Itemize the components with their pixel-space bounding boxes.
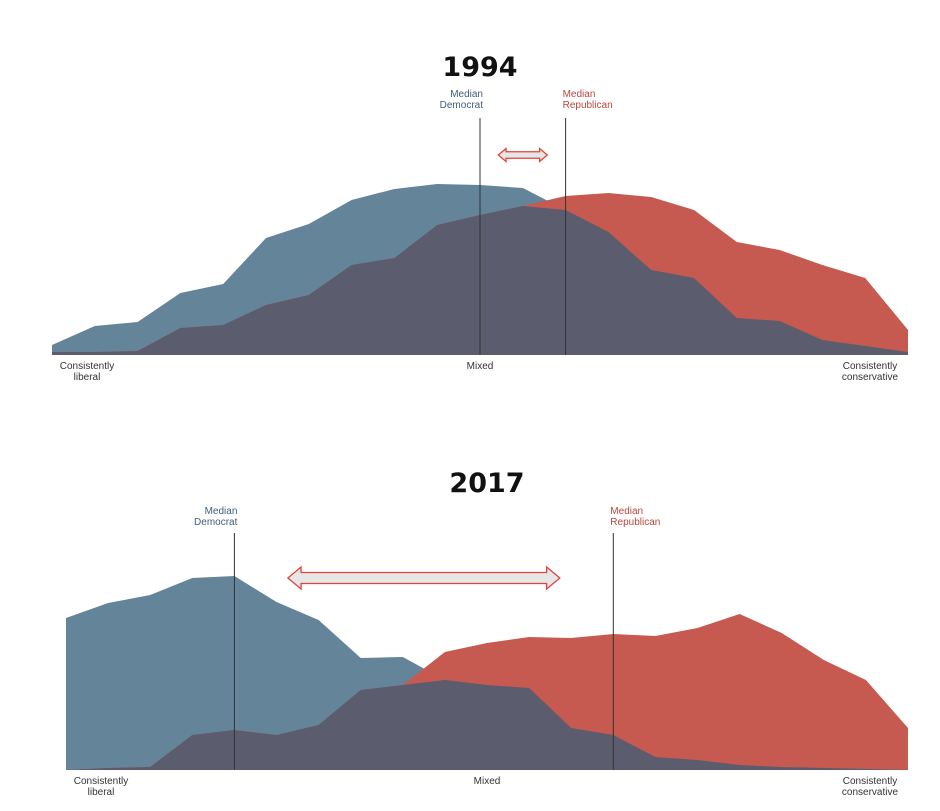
median-label: Median Republican xyxy=(610,506,661,528)
overlap-area xyxy=(66,680,908,770)
area-democrat xyxy=(66,576,908,770)
x-tick-label: Consistently conservative xyxy=(841,361,899,383)
chart-title: 2017 xyxy=(449,468,525,499)
chart-title: 1994 xyxy=(442,52,518,83)
gap-arrow xyxy=(286,565,561,591)
x-tick-label: Mixed xyxy=(466,361,494,372)
median-label: Median Republican xyxy=(562,89,613,111)
median-label: Median Democrat xyxy=(439,89,483,111)
median-label: Median Democrat xyxy=(194,506,238,528)
gap-arrow xyxy=(497,147,549,163)
x-tick-label: Consistently liberal xyxy=(59,361,115,383)
x-tick-label: Mixed xyxy=(473,776,501,787)
x-tick-label: Consistently liberal xyxy=(73,776,129,798)
x-tick-label: Consistently conservative xyxy=(841,776,899,798)
